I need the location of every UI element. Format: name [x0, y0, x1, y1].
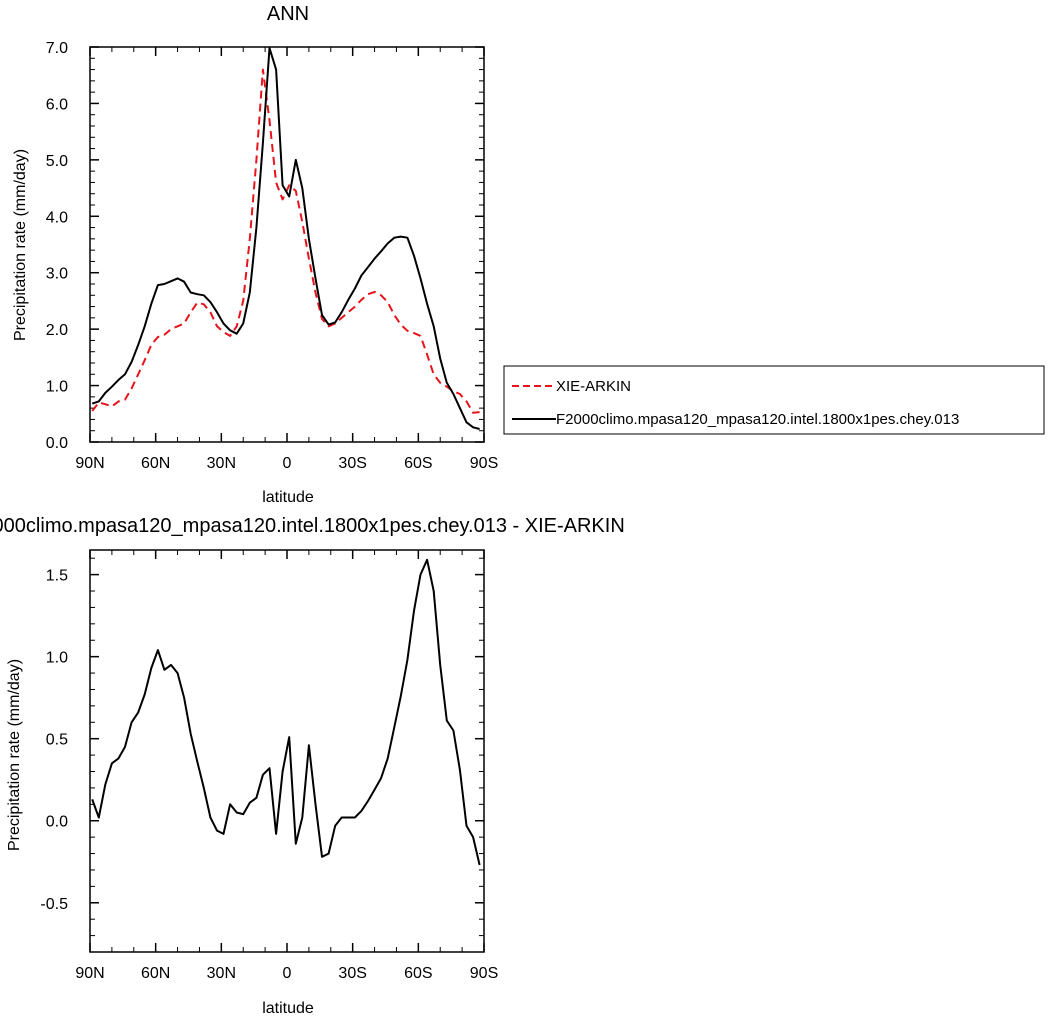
chart-bottom-ticks: 90N 60N 30N 0 30S 60S 90S -0.5 0.0 0.5 1.0 1.5: [40, 550, 498, 982]
y-tick-label: 1.5: [46, 568, 68, 585]
x-tick-label: 30N: [207, 965, 236, 982]
x-tick-label: 30S: [338, 455, 366, 472]
legend-label-xie-arkin: XIE-ARKIN: [556, 378, 631, 395]
x-tick-label: 0: [283, 965, 292, 982]
x-tick-label: 30N: [207, 455, 236, 472]
y-tick-label: 0.0: [46, 814, 68, 831]
y-tick-label: 4.0: [46, 209, 68, 226]
y-tick-label: 3.0: [46, 266, 68, 283]
y-tick-label: 1.0: [46, 650, 68, 667]
x-tick-label: 90N: [75, 455, 104, 472]
y-tick-label: 1.0: [46, 379, 68, 396]
chart-top-panel: ANN Precipitation rate (mm/day) latitude…: [12, 3, 498, 506]
chart-bottom-panel: F2000climo.mpasa120_mpasa120.intel.1800x…: [0, 515, 625, 1017]
chart-top-frame: [89, 46, 485, 443]
y-tick-label: 2.0: [46, 322, 68, 339]
y-tick-label: -0.5: [40, 896, 68, 913]
legend-label-model: F2000climo.mpasa120_mpasa120.intel.1800x…: [556, 411, 959, 428]
y-tick-label: 5.0: [46, 153, 68, 170]
y-tick-label: 0.5: [46, 732, 68, 749]
x-tick-label: 60N: [141, 965, 170, 982]
legend-box: [503, 365, 1045, 435]
legend: XIE-ARKIN F2000climo.mpasa120_mpasa120.i…: [503, 365, 1045, 435]
x-tick-label: 90N: [75, 965, 104, 982]
chart-top-ylabel: Precipitation rate (mm/day): [12, 149, 29, 341]
chart-bottom-ylabel: Precipitation rate (mm/day): [6, 659, 23, 851]
chart-bottom-series-line-0: [91, 558, 481, 866]
chart-bottom-xlabel: latitude: [262, 1000, 314, 1017]
chart-bottom-title: F2000climo.mpasa120_mpasa120.intel.1800x…: [0, 515, 625, 537]
y-tick-label: 6.0: [46, 96, 68, 113]
chart-bottom-frame: [89, 549, 485, 953]
x-tick-label: 60N: [141, 455, 170, 472]
y-tick-label: 7.0: [46, 40, 68, 57]
x-tick-label: 90S: [470, 965, 498, 982]
x-tick-label: 60S: [404, 455, 432, 472]
chart-top-xlabel: latitude: [262, 489, 314, 506]
chart-top-series-line-1: [91, 47, 480, 430]
chart-top-ticks: 90N 60N 30N 0 30S 60S 90S 0.0 1.0 2.0 3.0 4.0 5.0 6.0…: [46, 40, 498, 472]
chart-top-title: ANN: [267, 3, 309, 25]
x-tick-label: 0: [283, 455, 292, 472]
x-tick-label: 30S: [338, 965, 366, 982]
x-tick-label: 60S: [404, 965, 432, 982]
y-tick-label: 0.0: [46, 435, 68, 452]
chart-top-series: [91, 47, 480, 430]
chart-bottom-series: [91, 558, 481, 866]
chart-top-series-line-0: [91, 68, 480, 414]
x-tick-label: 90S: [470, 455, 498, 472]
